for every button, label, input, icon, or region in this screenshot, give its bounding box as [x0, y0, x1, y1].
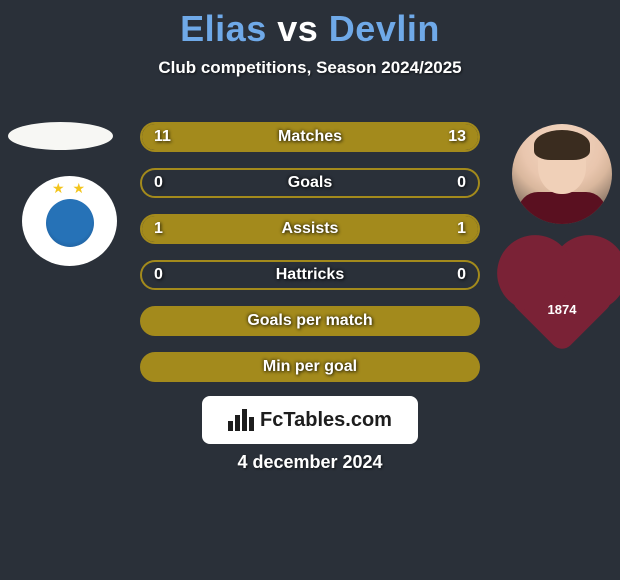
player2-club-badge: 1874 — [512, 258, 612, 348]
stat-label: Min per goal — [142, 354, 478, 380]
stat-label: Goals per match — [142, 308, 478, 334]
badge-year: 1874 — [512, 302, 612, 317]
player1-name: Elias — [180, 8, 267, 49]
chart-icon — [228, 409, 254, 431]
stat-row: 00Goals — [140, 168, 480, 198]
stat-label: Assists — [142, 216, 478, 242]
subtitle: Club competitions, Season 2024/2025 — [0, 58, 620, 78]
stat-row: 00Hattricks — [140, 260, 480, 290]
stat-row: Goals per match — [140, 306, 480, 336]
stats-container: 1113Matches 00Goals 11Assists 00Hattricks Go… — [140, 122, 480, 398]
player2-avatar — [512, 124, 612, 224]
player2-name: Devlin — [329, 8, 440, 49]
brand-text: FcTables.com — [260, 409, 392, 432]
badge-stars: ★ ★ — [52, 180, 87, 197]
badge-inner — [46, 199, 94, 247]
player1-club-badge: ★ ★ — [22, 176, 117, 266]
stat-label: Hattricks — [142, 262, 478, 288]
stat-label: Matches — [142, 124, 478, 150]
brand-pill[interactable]: FcTables.com — [202, 396, 418, 444]
stat-row: Min per goal — [140, 352, 480, 382]
stat-row: 11Assists — [140, 214, 480, 244]
player1-avatar — [8, 122, 113, 150]
stat-row: 1113Matches — [140, 122, 480, 152]
date-label: 4 december 2024 — [0, 452, 620, 473]
page-title: Elias vs Devlin — [0, 0, 620, 50]
stat-label: Goals — [142, 170, 478, 196]
vs-word: vs — [277, 8, 318, 49]
